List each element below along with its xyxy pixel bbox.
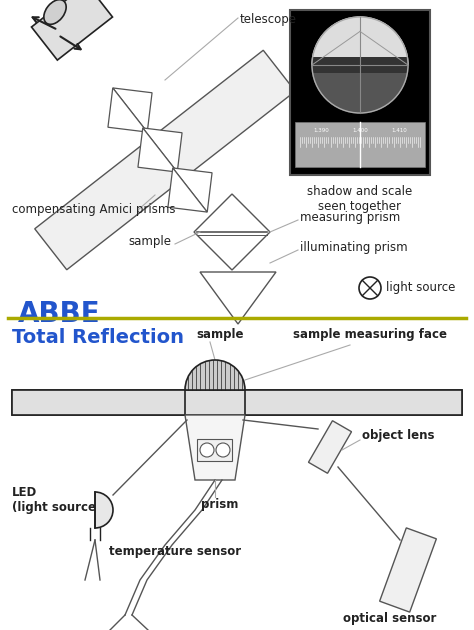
Text: 1.400: 1.400: [352, 128, 368, 133]
Ellipse shape: [44, 0, 66, 25]
Polygon shape: [143, 128, 182, 172]
Text: 1.390: 1.390: [313, 128, 329, 133]
Text: sample: sample: [128, 235, 172, 248]
Text: shadow and scale
seen together: shadow and scale seen together: [307, 185, 413, 213]
Polygon shape: [185, 415, 245, 480]
Text: optical sensor: optical sensor: [343, 612, 437, 625]
Text: Total Reflection: Total Reflection: [12, 328, 184, 347]
Text: object lens: object lens: [362, 428, 435, 442]
Polygon shape: [194, 194, 270, 270]
Circle shape: [200, 443, 214, 457]
Bar: [290, 10, 430, 175]
Wedge shape: [185, 360, 245, 390]
Text: light source: light source: [386, 282, 456, 294]
Text: illuminating prism: illuminating prism: [300, 241, 408, 255]
Text: compensating Amici prisms: compensating Amici prisms: [12, 203, 175, 217]
Polygon shape: [309, 421, 352, 473]
Polygon shape: [108, 88, 147, 132]
Polygon shape: [113, 88, 152, 132]
Bar: [295, 122, 425, 167]
Text: ABBE: ABBE: [18, 300, 100, 328]
Wedge shape: [312, 65, 408, 113]
Text: sample measuring face: sample measuring face: [293, 328, 447, 341]
Text: prism: prism: [201, 498, 239, 511]
Text: sample: sample: [196, 328, 244, 341]
Polygon shape: [138, 128, 177, 172]
Polygon shape: [168, 168, 207, 212]
Text: temperature sensor: temperature sensor: [109, 545, 241, 558]
Bar: [198, 439, 233, 461]
Bar: [312, 57, 408, 73]
Polygon shape: [173, 168, 212, 212]
Text: 1.410: 1.410: [391, 128, 407, 133]
Polygon shape: [35, 50, 295, 270]
Polygon shape: [12, 390, 185, 415]
Polygon shape: [200, 272, 276, 324]
Circle shape: [216, 443, 230, 457]
Circle shape: [359, 277, 381, 299]
Polygon shape: [380, 528, 437, 612]
Wedge shape: [312, 17, 408, 65]
Polygon shape: [31, 0, 112, 60]
Polygon shape: [245, 390, 462, 415]
Text: LED
(light source): LED (light source): [12, 486, 101, 514]
Text: measuring prism: measuring prism: [300, 212, 400, 224]
Text: telescope: telescope: [240, 13, 297, 26]
Polygon shape: [12, 390, 462, 415]
Wedge shape: [95, 492, 113, 528]
